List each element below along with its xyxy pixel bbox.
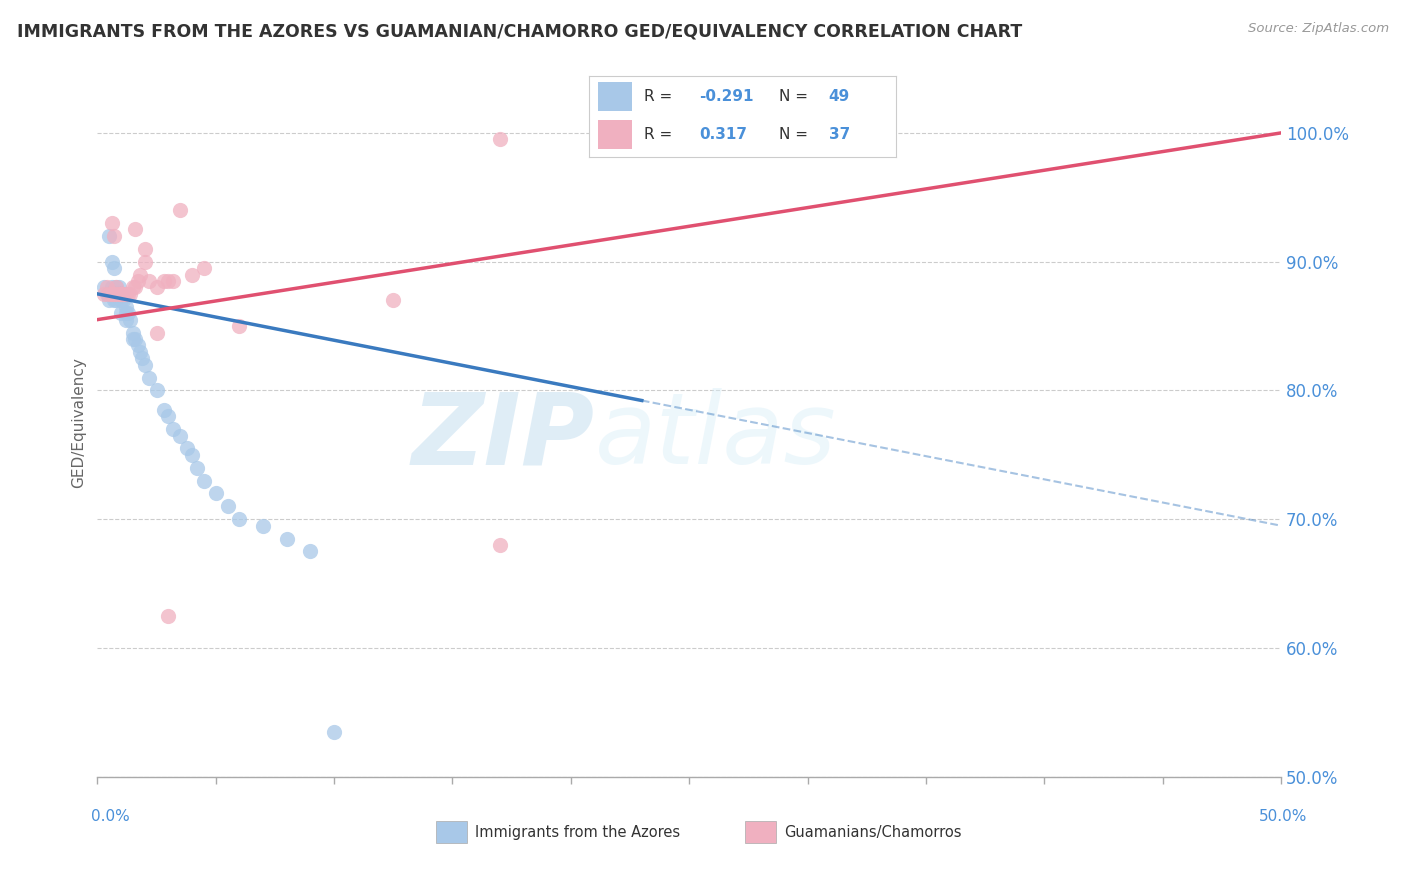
Point	[98, 293, 121, 308]
Point	[93, 286, 115, 301]
Point	[110, 293, 132, 308]
Point	[157, 409, 180, 424]
Text: Source: ZipAtlas.com: Source: ZipAtlas.com	[1249, 22, 1389, 36]
Point	[105, 280, 128, 294]
Point	[105, 286, 128, 301]
Point	[138, 370, 160, 384]
Point	[382, 293, 405, 308]
Point	[96, 280, 118, 294]
Point	[93, 280, 115, 294]
Point	[107, 280, 129, 294]
Point	[134, 254, 156, 268]
Point	[121, 280, 143, 294]
Point	[138, 274, 160, 288]
Point	[110, 286, 132, 301]
Point	[114, 286, 136, 301]
Point	[169, 203, 191, 218]
Point	[96, 286, 118, 301]
Text: Immigrants from the Azores: Immigrants from the Azores	[475, 825, 681, 839]
Point	[114, 312, 136, 326]
Point	[121, 326, 143, 340]
Point	[129, 268, 152, 282]
Point	[134, 358, 156, 372]
Point	[107, 286, 129, 301]
Point	[124, 280, 146, 294]
Point	[98, 286, 121, 301]
Point	[152, 274, 174, 288]
Text: atlas: atlas	[595, 388, 837, 485]
Point	[121, 332, 143, 346]
Point	[186, 460, 208, 475]
Point	[103, 261, 125, 276]
Point	[110, 286, 132, 301]
Point	[114, 306, 136, 320]
Point	[117, 286, 139, 301]
Point	[276, 532, 298, 546]
Point	[124, 332, 146, 346]
Point	[114, 300, 136, 314]
Point	[117, 306, 139, 320]
Point	[157, 274, 180, 288]
Point	[124, 222, 146, 236]
Point	[107, 286, 129, 301]
Point	[127, 338, 149, 352]
Text: ZIP: ZIP	[412, 388, 595, 485]
Point	[217, 500, 239, 514]
Point	[157, 608, 180, 623]
Point	[98, 228, 121, 243]
Point	[120, 312, 142, 326]
Point	[299, 544, 322, 558]
Point	[110, 306, 132, 320]
Y-axis label: GED/Equivalency: GED/Equivalency	[72, 357, 86, 488]
Point	[100, 286, 122, 301]
Point	[162, 274, 184, 288]
Point	[98, 286, 121, 301]
Point	[228, 319, 250, 334]
Point	[100, 216, 122, 230]
Point	[127, 274, 149, 288]
Point	[103, 228, 125, 243]
Point	[112, 286, 135, 301]
Point	[181, 268, 204, 282]
Point	[488, 132, 510, 146]
Point	[100, 286, 122, 301]
Point	[100, 254, 122, 268]
Text: 0.0%: 0.0%	[91, 809, 131, 823]
Point	[193, 261, 215, 276]
Point	[103, 286, 125, 301]
Point	[129, 344, 152, 359]
Point	[162, 422, 184, 436]
Point	[110, 286, 132, 301]
Point	[176, 442, 198, 456]
Point	[105, 280, 128, 294]
Point	[193, 474, 215, 488]
Point	[100, 280, 122, 294]
Point	[145, 326, 167, 340]
Text: Guamanians/Chamorros: Guamanians/Chamorros	[785, 825, 962, 839]
Point	[252, 518, 274, 533]
Point	[488, 538, 510, 552]
Point	[181, 448, 204, 462]
Point	[131, 351, 153, 366]
Point	[103, 293, 125, 308]
Text: IMMIGRANTS FROM THE AZORES VS GUAMANIAN/CHAMORRO GED/EQUIVALENCY CORRELATION CHA: IMMIGRANTS FROM THE AZORES VS GUAMANIAN/…	[17, 22, 1022, 40]
Point	[152, 402, 174, 417]
Point	[145, 384, 167, 398]
Point	[145, 280, 167, 294]
Text: 50.0%: 50.0%	[1260, 809, 1308, 823]
Point	[134, 242, 156, 256]
Point	[169, 428, 191, 442]
Point	[323, 724, 346, 739]
Point	[105, 293, 128, 308]
Point	[103, 286, 125, 301]
Point	[204, 486, 226, 500]
Point	[228, 512, 250, 526]
Point	[120, 286, 142, 301]
Point	[105, 286, 128, 301]
Point	[112, 293, 135, 308]
